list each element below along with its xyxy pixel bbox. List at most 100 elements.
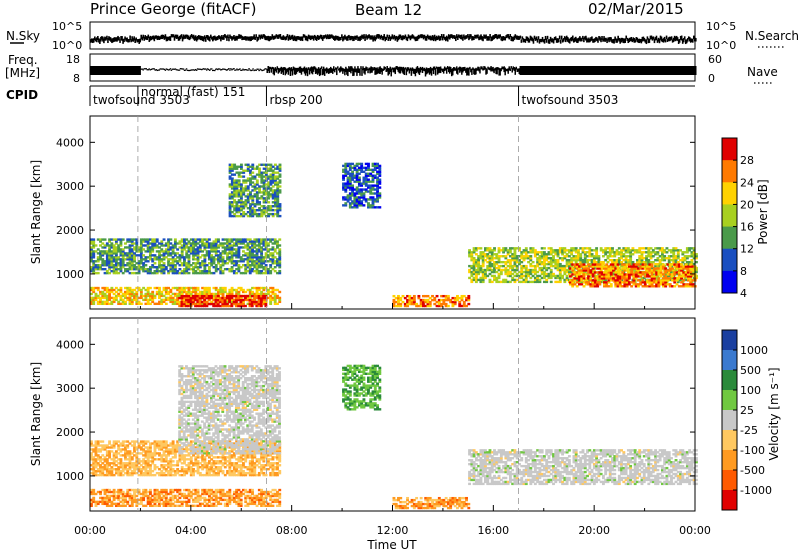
range-gate-cell: [269, 187, 273, 190]
range-gate-cell: [266, 242, 270, 245]
range-gate-cell: [167, 296, 171, 300]
range-gate-cell: [255, 208, 259, 212]
range-gate-cell: [248, 288, 252, 292]
range-gate-cell: [200, 296, 204, 300]
range-gate-cell: [239, 271, 243, 275]
range-gate-cell: [214, 250, 218, 253]
range-gate-cell: [421, 302, 425, 306]
range-gate-cell: [572, 247, 576, 250]
range-gate-cell: [230, 177, 234, 180]
freq-sample: [160, 68, 163, 70]
range-gate-cell: [656, 274, 660, 278]
freq-sample: [135, 66, 137, 75]
freq-sample: [141, 68, 143, 70]
nsky-sample: [505, 35, 508, 39]
range-gate-cell: [362, 198, 366, 201]
range-gate-cell: [121, 252, 125, 255]
range-gate-cell: [262, 240, 266, 243]
range-gate-cell: [515, 268, 519, 272]
range-gate-cell: [502, 268, 506, 272]
range-gate-cell: [367, 198, 370, 201]
range-gate-cell: [171, 258, 175, 261]
range-gate-cell: [663, 257, 667, 260]
nsky-sample: [248, 36, 250, 41]
range-gate-cell: [230, 256, 234, 259]
freq-sample: [260, 69, 262, 71]
range-gate-cell: [636, 260, 639, 264]
range-gate-cell: [173, 252, 177, 255]
range-gate-cell: [348, 206, 352, 209]
freq-sample: [514, 67, 517, 75]
range-gate-cell: [367, 162, 370, 166]
range-gate-cell: [364, 174, 368, 177]
nsky-sample: [407, 34, 410, 39]
range-gate-cell: [221, 288, 225, 292]
nsky-sample: [413, 36, 416, 40]
range-gate-cell: [549, 249, 553, 252]
range-gate-cell: [565, 249, 569, 252]
range-gate-cell: [260, 195, 264, 198]
range-gate-cell: [96, 266, 100, 269]
range-gate-cell: [656, 262, 660, 266]
range-gate-cell: [344, 204, 348, 207]
nsky-sample: [691, 38, 694, 43]
nsky-sample: [434, 36, 437, 42]
nsky-sample: [300, 36, 303, 41]
nsky-sample: [554, 36, 557, 41]
range-gate-cell: [276, 207, 280, 210]
range-gate-cell: [346, 194, 350, 197]
range-gate-cell: [479, 264, 483, 268]
range-gate-cell: [259, 296, 263, 300]
range-gate-cell: [162, 300, 166, 304]
range-gate-cell: [169, 246, 173, 249]
range-gate-cell: [506, 274, 510, 278]
range-gate-cell: [187, 267, 191, 271]
range-gate-cell: [96, 256, 100, 259]
freq-sample: [491, 67, 493, 71]
nsky-sample: [492, 35, 494, 40]
range-gate-cell: [232, 252, 236, 255]
range-gate-cell: [502, 264, 506, 268]
freq-sample: [531, 66, 534, 75]
range-gate-cell: [515, 255, 519, 258]
range-gate-cell: [264, 296, 268, 300]
range-gate-cell: [346, 180, 350, 183]
nsky-sample: [634, 39, 637, 43]
freq-sample: [405, 68, 408, 76]
radar-title: Prince George (fitACF): [90, 0, 256, 18]
range-gate-cell: [212, 292, 216, 296]
range-gate-cell: [103, 246, 107, 249]
range-gate-cell: [259, 304, 263, 308]
range-gate-cell: [353, 192, 357, 195]
freq-sample: [608, 66, 610, 75]
range-gate-cell: [205, 264, 209, 267]
range-gate-cell: [685, 257, 689, 260]
range-gate-cell: [146, 238, 150, 241]
range-gate-cell: [232, 242, 236, 245]
range-gate-cell: [108, 290, 112, 294]
range-gate-cell: [353, 188, 357, 191]
range-gate-cell: [378, 194, 382, 197]
range-gate-cell: [470, 251, 474, 254]
range-gate-cell: [513, 258, 517, 262]
range-gate-cell: [266, 248, 270, 251]
range-gate-cell: [342, 178, 345, 181]
range-gate-cell: [397, 300, 400, 304]
range-gate-cell: [531, 274, 535, 278]
range-gate-cell: [574, 260, 578, 264]
range-gate-cell: [230, 165, 234, 168]
freq-sample: [395, 66, 398, 70]
cpid-label: normal (fast) 151: [141, 85, 245, 99]
range-gate-cell: [99, 244, 102, 247]
range-gate-cell: [239, 286, 243, 290]
freq-sample: [529, 66, 532, 75]
range-gate-cell: [153, 262, 157, 265]
nsky-sample: [415, 36, 418, 42]
range-gate-cell: [558, 251, 562, 254]
range-gate-cell: [228, 298, 232, 302]
range-gate-cell: [139, 260, 143, 263]
nsky-tick-top: 10^5: [52, 20, 82, 33]
range-gate-cell: [178, 254, 182, 257]
range-gate-cell: [248, 254, 252, 257]
range-gate-cell: [486, 274, 490, 278]
